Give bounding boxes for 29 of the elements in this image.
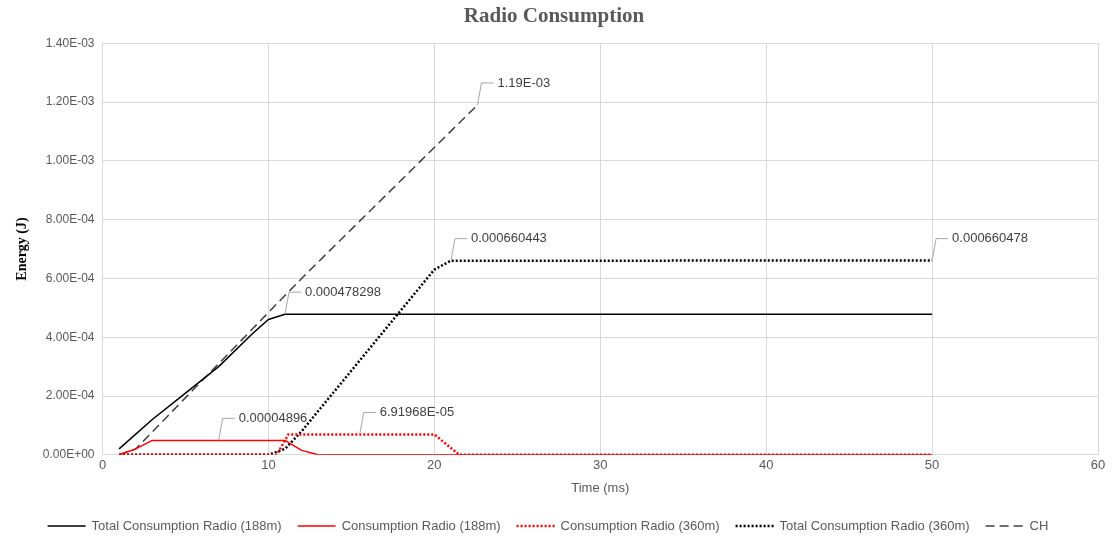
y-tick-label: 1.00E-03 (45, 153, 95, 168)
y-tick-label: 2.00E-04 (45, 388, 95, 403)
annotation: 0.000660443 (470, 230, 547, 246)
y-tick-label: 6.00E-04 (45, 270, 95, 285)
x-tick-label: 10 (261, 457, 276, 473)
y-tick-label: 4.00E-04 (45, 329, 95, 344)
y-tick-label: 1.40E-03 (45, 35, 95, 50)
annotation: 0.000660478 (952, 230, 1029, 246)
annotation: 0.000478298 (305, 283, 381, 299)
x-tick-label: 40 (758, 457, 774, 473)
y-axis-title: Energy (J) (14, 216, 31, 281)
x-tick-label: 50 (924, 457, 940, 473)
x-tick-label: 60 (1090, 457, 1106, 473)
x-tick-label: 0 (98, 457, 107, 473)
annotation: 6.91968E-05 (379, 404, 455, 420)
y-tick-label: 1.20E-03 (45, 94, 95, 109)
x-tick-label: 20 (427, 457, 442, 473)
y-tick-label: 0.00E+00 (42, 447, 95, 462)
annotation: 0.00004896 (238, 409, 308, 425)
legend-label: Consumption Radio (360m) (560, 517, 720, 533)
x-tick-label: 30 (593, 457, 608, 473)
annotation: 1.19E-03 (497, 74, 551, 90)
legend-label: Total Consumption Radio (188m) (91, 517, 282, 533)
x-axis-title: Time (ms) (571, 479, 630, 495)
y-tick-label: 8.00E-04 (45, 211, 95, 226)
legend-label: Consumption Radio (188m) (341, 517, 501, 533)
legend-label: Total Consumption Radio (360m) (779, 517, 970, 533)
legend-label: CH (1029, 517, 1049, 533)
chart-title: Radio Consumption (463, 3, 645, 28)
